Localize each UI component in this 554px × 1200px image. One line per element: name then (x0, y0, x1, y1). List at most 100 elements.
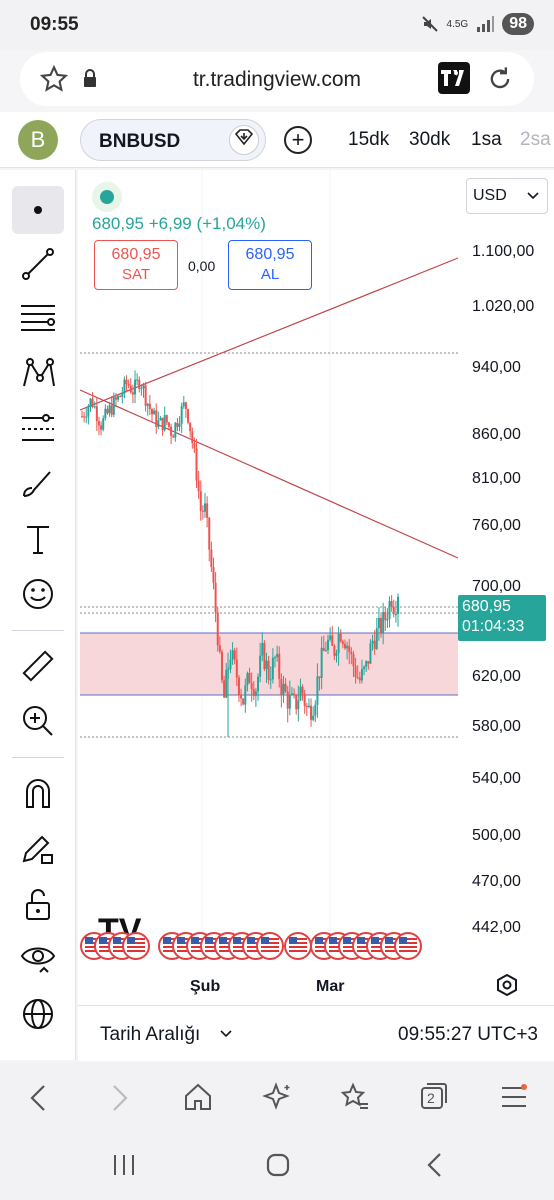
candle-body (165, 415, 168, 423)
magnet-tool[interactable] (12, 770, 64, 818)
tradingview-app-icon[interactable] (438, 62, 470, 94)
menu-icon[interactable] (500, 1084, 528, 1110)
currency-selector[interactable]: USD (466, 178, 548, 214)
symbol-search[interactable]: BNBUSD (80, 119, 266, 161)
candle-body (310, 705, 313, 720)
candle-body (375, 628, 378, 649)
candle-body (134, 379, 137, 395)
candle-body (242, 698, 245, 705)
chart-area[interactable]: 1.100,00 1.020,00 940,00 860,00 810,00 760,00… (78, 170, 554, 1005)
diamond-icon[interactable] (229, 125, 259, 155)
candle-body (363, 666, 366, 670)
home-icon[interactable] (183, 1082, 213, 1112)
star-icon[interactable] (40, 65, 68, 93)
candle-body (212, 567, 215, 583)
current-price-tag[interactable]: 680,95 01:04:33 (458, 595, 546, 641)
sell-button[interactable]: 680,95 SAT (94, 240, 178, 290)
text-tool[interactable] (12, 515, 64, 563)
y-axis: 1.100,00 1.020,00 940,00 860,00 810,00 760,00… (472, 243, 534, 936)
candle-body (144, 385, 147, 406)
candle-body (161, 417, 164, 431)
candle-body (352, 654, 355, 667)
sell-price: 680,95 (111, 246, 161, 263)
candle-body (271, 657, 274, 680)
symbol-name[interactable]: BNBUSD (99, 131, 181, 152)
timeframe-30m[interactable]: 30dk (409, 129, 451, 150)
cursor-dot-tool[interactable] (12, 186, 64, 234)
candle-body (373, 640, 376, 649)
timeframe-2h[interactable]: 2sa (520, 129, 551, 150)
date-range-button[interactable]: Tarih Aralığı (100, 1024, 201, 1045)
candle-body (81, 416, 83, 418)
candle-body (148, 403, 151, 410)
back-icon[interactable] (28, 1084, 48, 1112)
chevron-down-icon[interactable] (220, 1030, 232, 1038)
global-tool[interactable] (12, 990, 64, 1038)
candle-body (350, 652, 353, 655)
candle-body (235, 659, 238, 678)
candles (81, 370, 399, 737)
buy-button[interactable]: 680,95 AL (228, 240, 312, 290)
price-chart[interactable]: 1.100,00 1.020,00 940,00 860,00 810,00 760,00… (78, 170, 554, 1005)
bookmarks-icon[interactable] (340, 1082, 370, 1112)
candle-body (210, 549, 213, 568)
candle-body (206, 503, 209, 518)
candle-body (201, 510, 204, 512)
drawing-mode-tool[interactable] (12, 825, 64, 873)
candle-body (297, 700, 300, 710)
economic-event-marker[interactable] (122, 932, 150, 960)
candle-body (282, 683, 285, 696)
y-tick-label: 580,00 (472, 718, 521, 735)
trend-line-tool[interactable] (12, 240, 64, 288)
status-bar: 09:55 4.5G 98 (0, 0, 554, 50)
zoom-in-icon (23, 706, 53, 736)
time-zone[interactable]: 09:55:27 UTC+3 (398, 1024, 538, 1045)
candle-body (316, 676, 319, 705)
brush-tool[interactable] (12, 460, 64, 508)
home-button-icon[interactable] (266, 1153, 290, 1177)
lock-icon (84, 69, 96, 87)
timeframe-1h[interactable]: 1sa (471, 129, 502, 150)
economic-event-marker[interactable] (394, 932, 422, 960)
back-button-icon[interactable] (424, 1152, 444, 1178)
emoji-tool[interactable] (12, 570, 64, 618)
timeframe-15m[interactable]: 15dk (348, 129, 390, 150)
fib-tool[interactable] (12, 295, 64, 343)
candle-body (240, 694, 243, 699)
reload-icon[interactable] (486, 65, 514, 93)
descending-trend-line[interactable] (79, 389, 459, 559)
forward-icon[interactable] (110, 1084, 130, 1112)
legend-dot[interactable] (92, 182, 122, 212)
tabs-button[interactable]: 2 (420, 1082, 448, 1110)
candle-body (172, 435, 175, 438)
settings-icon[interactable] (497, 973, 517, 997)
recent-apps-icon[interactable] (112, 1154, 136, 1176)
pattern-tool[interactable] (12, 350, 64, 398)
measure-tool[interactable] (12, 642, 64, 690)
forecast-tool[interactable] (12, 405, 64, 453)
add-symbol-button[interactable]: + (284, 126, 312, 154)
sparkle-icon[interactable] (262, 1082, 292, 1112)
url-text[interactable]: tr.tradingview.com (192, 68, 362, 91)
candle-body (305, 706, 308, 708)
candle-body (280, 679, 283, 696)
economic-event-marker[interactable] (284, 932, 312, 960)
candle-body (382, 612, 385, 633)
buy-label: AL (260, 266, 280, 283)
ascending-trend-line[interactable] (79, 257, 459, 411)
x-label-feb: Şub (190, 978, 220, 995)
candle-body (303, 693, 306, 707)
hide-drawings-tool[interactable] (12, 935, 64, 983)
y-tick-label: 760,00 (472, 517, 521, 534)
tabs-icon (421, 1083, 447, 1109)
candle-body (87, 406, 90, 417)
trend-line-icon (22, 248, 54, 280)
candle-body (384, 612, 387, 621)
spread-value: 0,00 (188, 258, 216, 274)
lock-drawings-tool[interactable] (12, 880, 64, 928)
avatar[interactable]: B (18, 120, 58, 160)
candle-body (276, 653, 279, 658)
zoom-tool[interactable] (12, 697, 64, 745)
economic-event-marker[interactable] (256, 932, 284, 960)
url-bar[interactable]: tr.tradingview.com (20, 52, 534, 106)
